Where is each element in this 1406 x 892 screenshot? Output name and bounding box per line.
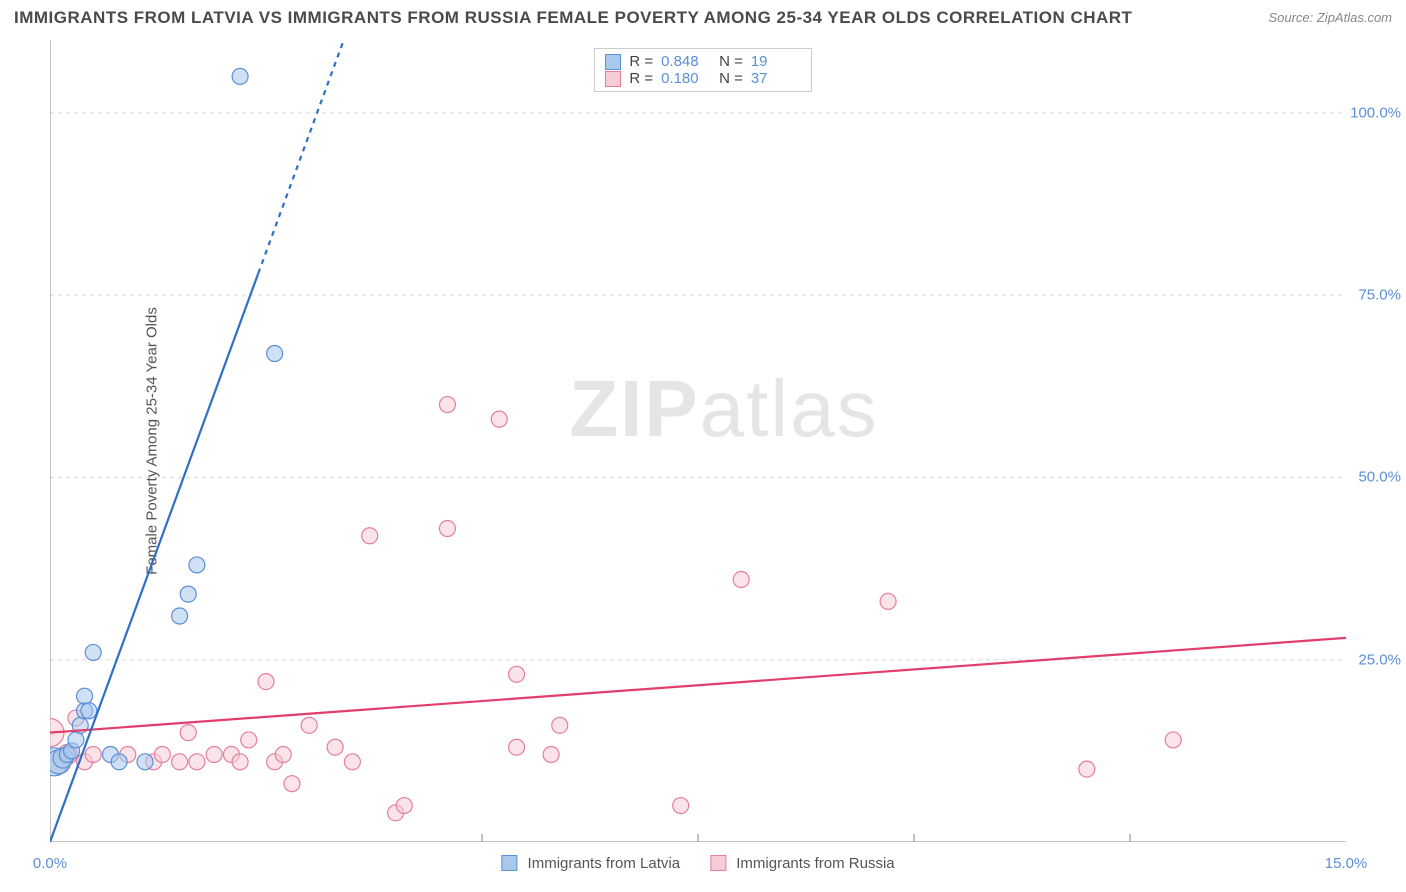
y-tick-label: 25.0% — [1358, 651, 1401, 668]
legend-label-latvia: Immigrants from Latvia — [528, 855, 681, 872]
n-value-latvia: 19 — [751, 53, 801, 70]
chart-plot-area: Female Poverty Among 25-34 Year Olds ZIP… — [50, 40, 1346, 842]
legend-bottom: Immigrants from Latvia Immigrants from R… — [501, 855, 894, 872]
n-value-russia: 37 — [751, 70, 801, 87]
legend-item-latvia: Immigrants from Latvia — [501, 855, 680, 872]
r-label: R = — [629, 70, 653, 87]
x-tick-label: 15.0% — [1325, 855, 1368, 872]
source-attribution: Source: ZipAtlas.com — [1268, 10, 1392, 25]
chart-title: IMMIGRANTS FROM LATVIA VS IMMIGRANTS FRO… — [14, 8, 1132, 28]
r-value-russia: 0.180 — [661, 70, 711, 87]
legend-label-russia: Immigrants from Russia — [736, 855, 894, 872]
r-label: R = — [629, 53, 653, 70]
y-tick-label: 50.0% — [1358, 469, 1401, 486]
legend-item-russia: Immigrants from Russia — [710, 855, 895, 872]
stats-row-latvia: R = 0.848 N = 19 — [605, 53, 801, 70]
swatch-russia-icon — [605, 71, 621, 87]
n-label: N = — [719, 53, 743, 70]
swatch-russia-icon — [710, 855, 726, 871]
correlation-stats-box: R = 0.848 N = 19 R = 0.180 N = 37 — [594, 48, 812, 92]
scatter-plot-svg — [50, 40, 1346, 842]
n-label: N = — [719, 70, 743, 87]
x-tick-label: 0.0% — [33, 855, 67, 872]
stats-row-russia: R = 0.180 N = 37 — [605, 70, 801, 87]
y-tick-label: 75.0% — [1358, 287, 1401, 304]
swatch-latvia-icon — [605, 54, 621, 70]
y-tick-label: 100.0% — [1350, 104, 1401, 121]
swatch-latvia-icon — [501, 855, 517, 871]
r-value-latvia: 0.848 — [661, 53, 711, 70]
